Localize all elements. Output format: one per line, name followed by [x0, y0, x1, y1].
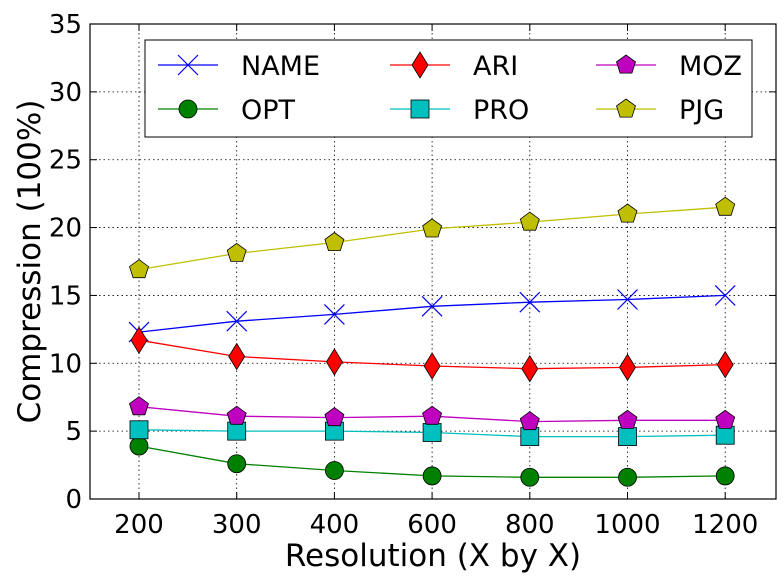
data-point-name	[714, 285, 736, 306]
axis-ticks: 0 5 10 15 20 25 30 35 200 300 400 600 800 1000 1200	[49, 10, 776, 540]
series-pro	[129, 420, 735, 446]
data-point-pjg	[715, 196, 736, 216]
y-tick-label: 35	[49, 10, 82, 40]
data-point-moz	[422, 405, 443, 425]
data-point-pjg	[324, 232, 345, 252]
legend-marker	[411, 51, 429, 79]
y-tick-label: 5	[65, 417, 82, 447]
data-point-ari	[423, 352, 441, 380]
data-point-name	[421, 295, 443, 317]
data-point-pjg	[226, 242, 247, 262]
y-tick-label: 30	[49, 78, 82, 108]
series-line-pjg	[138, 206, 726, 271]
legend-box	[144, 39, 753, 138]
data-point-moz	[715, 409, 736, 429]
legend-marker	[177, 54, 199, 76]
legend-label: PRO	[473, 95, 529, 126]
data-point-pro	[618, 427, 637, 446]
data-point-opt	[227, 454, 247, 474]
series-layer	[128, 196, 736, 487]
data-point-opt	[422, 466, 442, 486]
data-point-ari	[130, 326, 148, 354]
x-tick-label: 1200	[692, 510, 758, 540]
data-point-moz	[129, 396, 149, 416]
data-point-pro	[422, 423, 442, 442]
y-tick-label: 10	[49, 349, 82, 379]
series-name	[128, 285, 736, 343]
data-point-moz	[519, 411, 540, 431]
legend-marker	[178, 99, 198, 119]
x-tick-label: 600	[407, 510, 457, 540]
legend-item-name: NAME	[158, 51, 320, 82]
x-tick-label: 400	[310, 510, 360, 540]
data-point-ari	[716, 350, 734, 379]
y-tick-label: 15	[49, 281, 82, 311]
data-point-pro	[715, 425, 735, 445]
data-point-pro	[129, 420, 149, 440]
data-point-pjg	[519, 211, 540, 231]
data-point-ari	[325, 348, 343, 376]
data-point-moz	[324, 407, 345, 427]
data-point-opt	[520, 467, 540, 487]
data-point-moz	[617, 409, 638, 429]
data-point-opt	[324, 461, 344, 480]
data-point-moz	[226, 405, 247, 425]
legend-item-pjg: PJG	[596, 95, 724, 126]
legend-label: MOZ	[679, 51, 742, 82]
data-point-opt	[715, 466, 735, 486]
legend-label: ARI	[473, 51, 518, 82]
legend-label: PJG	[679, 95, 724, 126]
legend-label: OPT	[241, 95, 296, 126]
data-point-pjg	[617, 203, 638, 223]
legend-label: NAME	[241, 51, 320, 82]
data-point-name	[617, 289, 638, 310]
y-tick-label: 0	[65, 485, 82, 515]
series-pjg	[129, 196, 736, 279]
y-tick-label: 20	[49, 214, 82, 244]
data-point-pjg	[129, 259, 149, 279]
legend-item-pro: PRO	[390, 95, 529, 126]
legend: NAME OPT ARI PRO MOZ PJG	[144, 39, 753, 138]
series-opt	[129, 436, 735, 487]
legend-marker	[410, 99, 430, 119]
data-point-name	[323, 304, 345, 325]
legend-item-ari: ARI	[390, 51, 518, 82]
y-axis-title: Compression (100%)	[12, 100, 48, 424]
data-point-opt	[618, 467, 637, 487]
x-axis-title: Resolution (X by X)	[285, 538, 581, 574]
legend-marker	[616, 54, 636, 74]
series-moz	[129, 396, 736, 431]
series-ari	[130, 326, 734, 383]
data-point-pro	[520, 427, 540, 446]
x-tick-label: 800	[505, 510, 555, 540]
data-point-name	[226, 310, 248, 332]
legend-item-opt: OPT	[158, 95, 296, 126]
x-tick-label: 300	[212, 510, 262, 540]
x-tick-label: 200	[114, 510, 164, 540]
data-point-ari	[619, 353, 636, 382]
data-point-pro	[227, 421, 247, 441]
y-tick-label: 25	[49, 146, 82, 176]
legend-marker	[616, 98, 636, 118]
data-point-opt	[129, 436, 149, 456]
legend-item-moz: MOZ	[596, 51, 742, 82]
plot-frame	[89, 23, 777, 500]
x-tick-label: 1000	[594, 510, 660, 540]
data-point-ari	[228, 342, 246, 371]
data-point-ari	[521, 354, 539, 383]
data-point-name	[519, 291, 541, 313]
data-point-pjg	[422, 218, 443, 238]
